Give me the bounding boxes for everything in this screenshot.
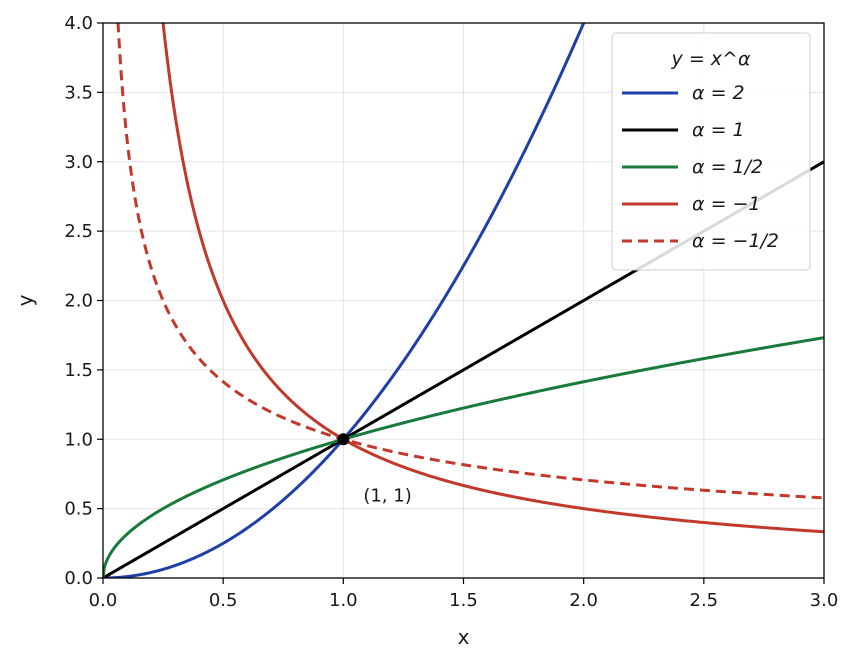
y-tick-label: 3.5 — [64, 82, 93, 103]
intersection-point — [337, 433, 350, 446]
y-tick-label: 0.5 — [64, 499, 93, 520]
x-tick-label: 2.5 — [690, 590, 719, 611]
y-tick-label: 0.0 — [64, 568, 93, 589]
x-tick-label: 3.0 — [810, 590, 839, 611]
legend-label-2: α = 1/2 — [692, 156, 763, 178]
y-tick-label: 4.0 — [64, 13, 93, 34]
series-line-2 — [103, 336, 824, 578]
legend-label-1: α = 1 — [692, 119, 745, 141]
legend-label-0: α = 2 — [692, 82, 745, 104]
legend-label-4: α = −1/2 — [692, 230, 779, 252]
legend: y = x^α α = 2 α = 1 α = 1/2 α = −1 α = −1/2 — [611, 32, 811, 271]
point-annotation: (1, 1) — [363, 485, 411, 506]
x-axis-label: x — [458, 625, 470, 649]
x-tick-label: 1.0 — [329, 590, 358, 611]
axis-ticks: 0.0 0.5 1.0 1.5 2.0 2.5 3.0 0.0 0.5 1.0 1.5 2.0 2.5 3… — [64, 13, 838, 611]
legend-title: y = x^α — [671, 48, 751, 70]
marker-layer: (1, 1) — [337, 433, 412, 506]
y-tick-label: 3.0 — [64, 152, 93, 173]
series-line-3 — [161, 23, 824, 534]
x-tick-label: 1.5 — [449, 590, 478, 611]
series-line-0 — [103, 23, 586, 578]
x-tick-label: 0.0 — [89, 590, 118, 611]
series-line-4 — [116, 23, 824, 500]
legend-label-3: α = −1 — [692, 193, 761, 215]
y-tick-label: 1.0 — [64, 429, 93, 450]
y-tick-label: 1.5 — [64, 360, 93, 381]
y-tick-label: 2.0 — [64, 291, 93, 312]
y-axis-label: y — [13, 294, 37, 306]
y-tick-label: 2.5 — [64, 221, 93, 242]
x-tick-label: 2.0 — [569, 590, 598, 611]
x-tick-label: 0.5 — [209, 590, 238, 611]
